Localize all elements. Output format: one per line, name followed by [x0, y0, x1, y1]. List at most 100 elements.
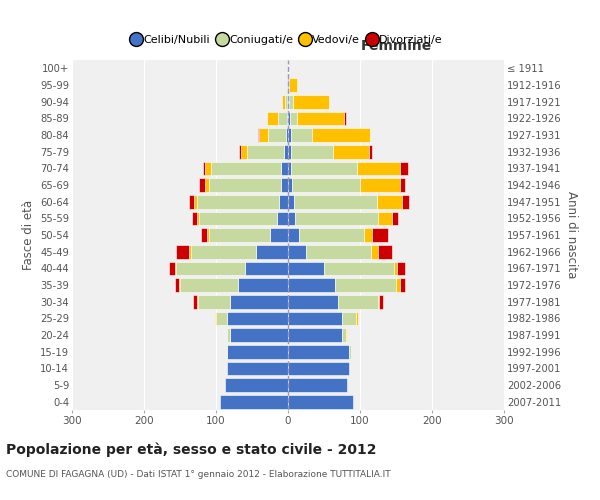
- Bar: [288, 262, 324, 275]
- Bar: [287, 78, 288, 92]
- Bar: [267, 112, 278, 125]
- Bar: [288, 162, 291, 175]
- Y-axis label: Fasce di età: Fasce di età: [22, 200, 35, 270]
- Bar: [211, 162, 281, 175]
- Bar: [378, 245, 392, 258]
- Text: Popolazione per età, sesso e stato civile - 2012: Popolazione per età, sesso e stato civil…: [6, 442, 377, 457]
- Bar: [364, 228, 372, 242]
- Bar: [378, 212, 392, 225]
- Bar: [282, 95, 285, 108]
- Bar: [288, 78, 289, 92]
- Bar: [256, 245, 288, 258]
- Bar: [342, 328, 346, 342]
- Bar: [289, 95, 293, 108]
- Bar: [176, 245, 190, 258]
- Bar: [175, 278, 179, 292]
- Bar: [298, 112, 344, 125]
- Bar: [288, 195, 294, 208]
- Text: Femmine: Femmine: [361, 39, 431, 53]
- Bar: [313, 128, 370, 142]
- Bar: [191, 212, 197, 225]
- Bar: [288, 295, 338, 308]
- Bar: [288, 328, 342, 342]
- Bar: [281, 162, 288, 175]
- Bar: [285, 95, 287, 108]
- Bar: [245, 262, 288, 275]
- Bar: [288, 395, 353, 408]
- Text: COMUNE DI FAGAGNA (UD) - Dati ISTAT 1° gennaio 2012 - Elaborazione TUTTITALIA.IT: COMUNE DI FAGAGNA (UD) - Dati ISTAT 1° g…: [6, 470, 391, 479]
- Bar: [349, 345, 350, 358]
- Bar: [288, 128, 291, 142]
- Bar: [288, 178, 292, 192]
- Bar: [286, 128, 288, 142]
- Bar: [226, 345, 227, 358]
- Bar: [378, 295, 379, 308]
- Bar: [226, 378, 288, 392]
- Bar: [278, 112, 287, 125]
- Bar: [368, 145, 372, 158]
- Bar: [191, 245, 256, 258]
- Bar: [280, 195, 288, 208]
- Bar: [175, 262, 176, 275]
- Bar: [402, 195, 409, 208]
- Bar: [201, 228, 206, 242]
- Bar: [288, 312, 342, 325]
- Bar: [198, 295, 230, 308]
- Bar: [290, 112, 298, 125]
- Bar: [190, 245, 191, 258]
- Bar: [193, 295, 197, 308]
- Bar: [239, 145, 241, 158]
- Bar: [199, 178, 205, 192]
- Bar: [379, 295, 383, 308]
- Bar: [197, 212, 199, 225]
- Bar: [288, 362, 349, 375]
- Bar: [176, 262, 245, 275]
- Bar: [291, 145, 332, 158]
- Bar: [335, 278, 396, 292]
- Bar: [288, 378, 347, 392]
- Bar: [372, 228, 388, 242]
- Bar: [338, 295, 378, 308]
- Bar: [288, 145, 291, 158]
- Bar: [230, 328, 288, 342]
- Bar: [270, 228, 288, 242]
- Bar: [360, 178, 400, 192]
- Legend: Celibi/Nubili, Coniugati/e, Vedovi/e, Divorziati/e: Celibi/Nubili, Coniugati/e, Vedovi/e, Di…: [129, 30, 447, 50]
- Bar: [188, 195, 194, 208]
- Bar: [356, 312, 358, 325]
- Bar: [346, 328, 347, 342]
- Bar: [392, 212, 398, 225]
- Y-axis label: Anni di nascita: Anni di nascita: [565, 192, 578, 278]
- Bar: [288, 278, 335, 292]
- Bar: [194, 195, 197, 208]
- Bar: [397, 262, 404, 275]
- Bar: [277, 212, 288, 225]
- Bar: [371, 245, 378, 258]
- Bar: [227, 328, 230, 342]
- Bar: [227, 312, 288, 325]
- Bar: [289, 78, 296, 92]
- Bar: [238, 278, 288, 292]
- Bar: [241, 145, 247, 158]
- Bar: [209, 228, 270, 242]
- Bar: [197, 195, 280, 208]
- Bar: [215, 312, 216, 325]
- Bar: [306, 245, 371, 258]
- Bar: [324, 262, 394, 275]
- Bar: [332, 145, 368, 158]
- Bar: [179, 278, 180, 292]
- Bar: [292, 178, 360, 192]
- Bar: [377, 195, 402, 208]
- Bar: [284, 145, 288, 158]
- Bar: [288, 95, 289, 108]
- Bar: [169, 262, 175, 275]
- Bar: [394, 262, 397, 275]
- Bar: [197, 295, 198, 308]
- Bar: [288, 228, 299, 242]
- Bar: [291, 128, 313, 142]
- Bar: [230, 295, 288, 308]
- Bar: [287, 95, 288, 108]
- Bar: [268, 128, 286, 142]
- Bar: [216, 312, 227, 325]
- Bar: [288, 212, 295, 225]
